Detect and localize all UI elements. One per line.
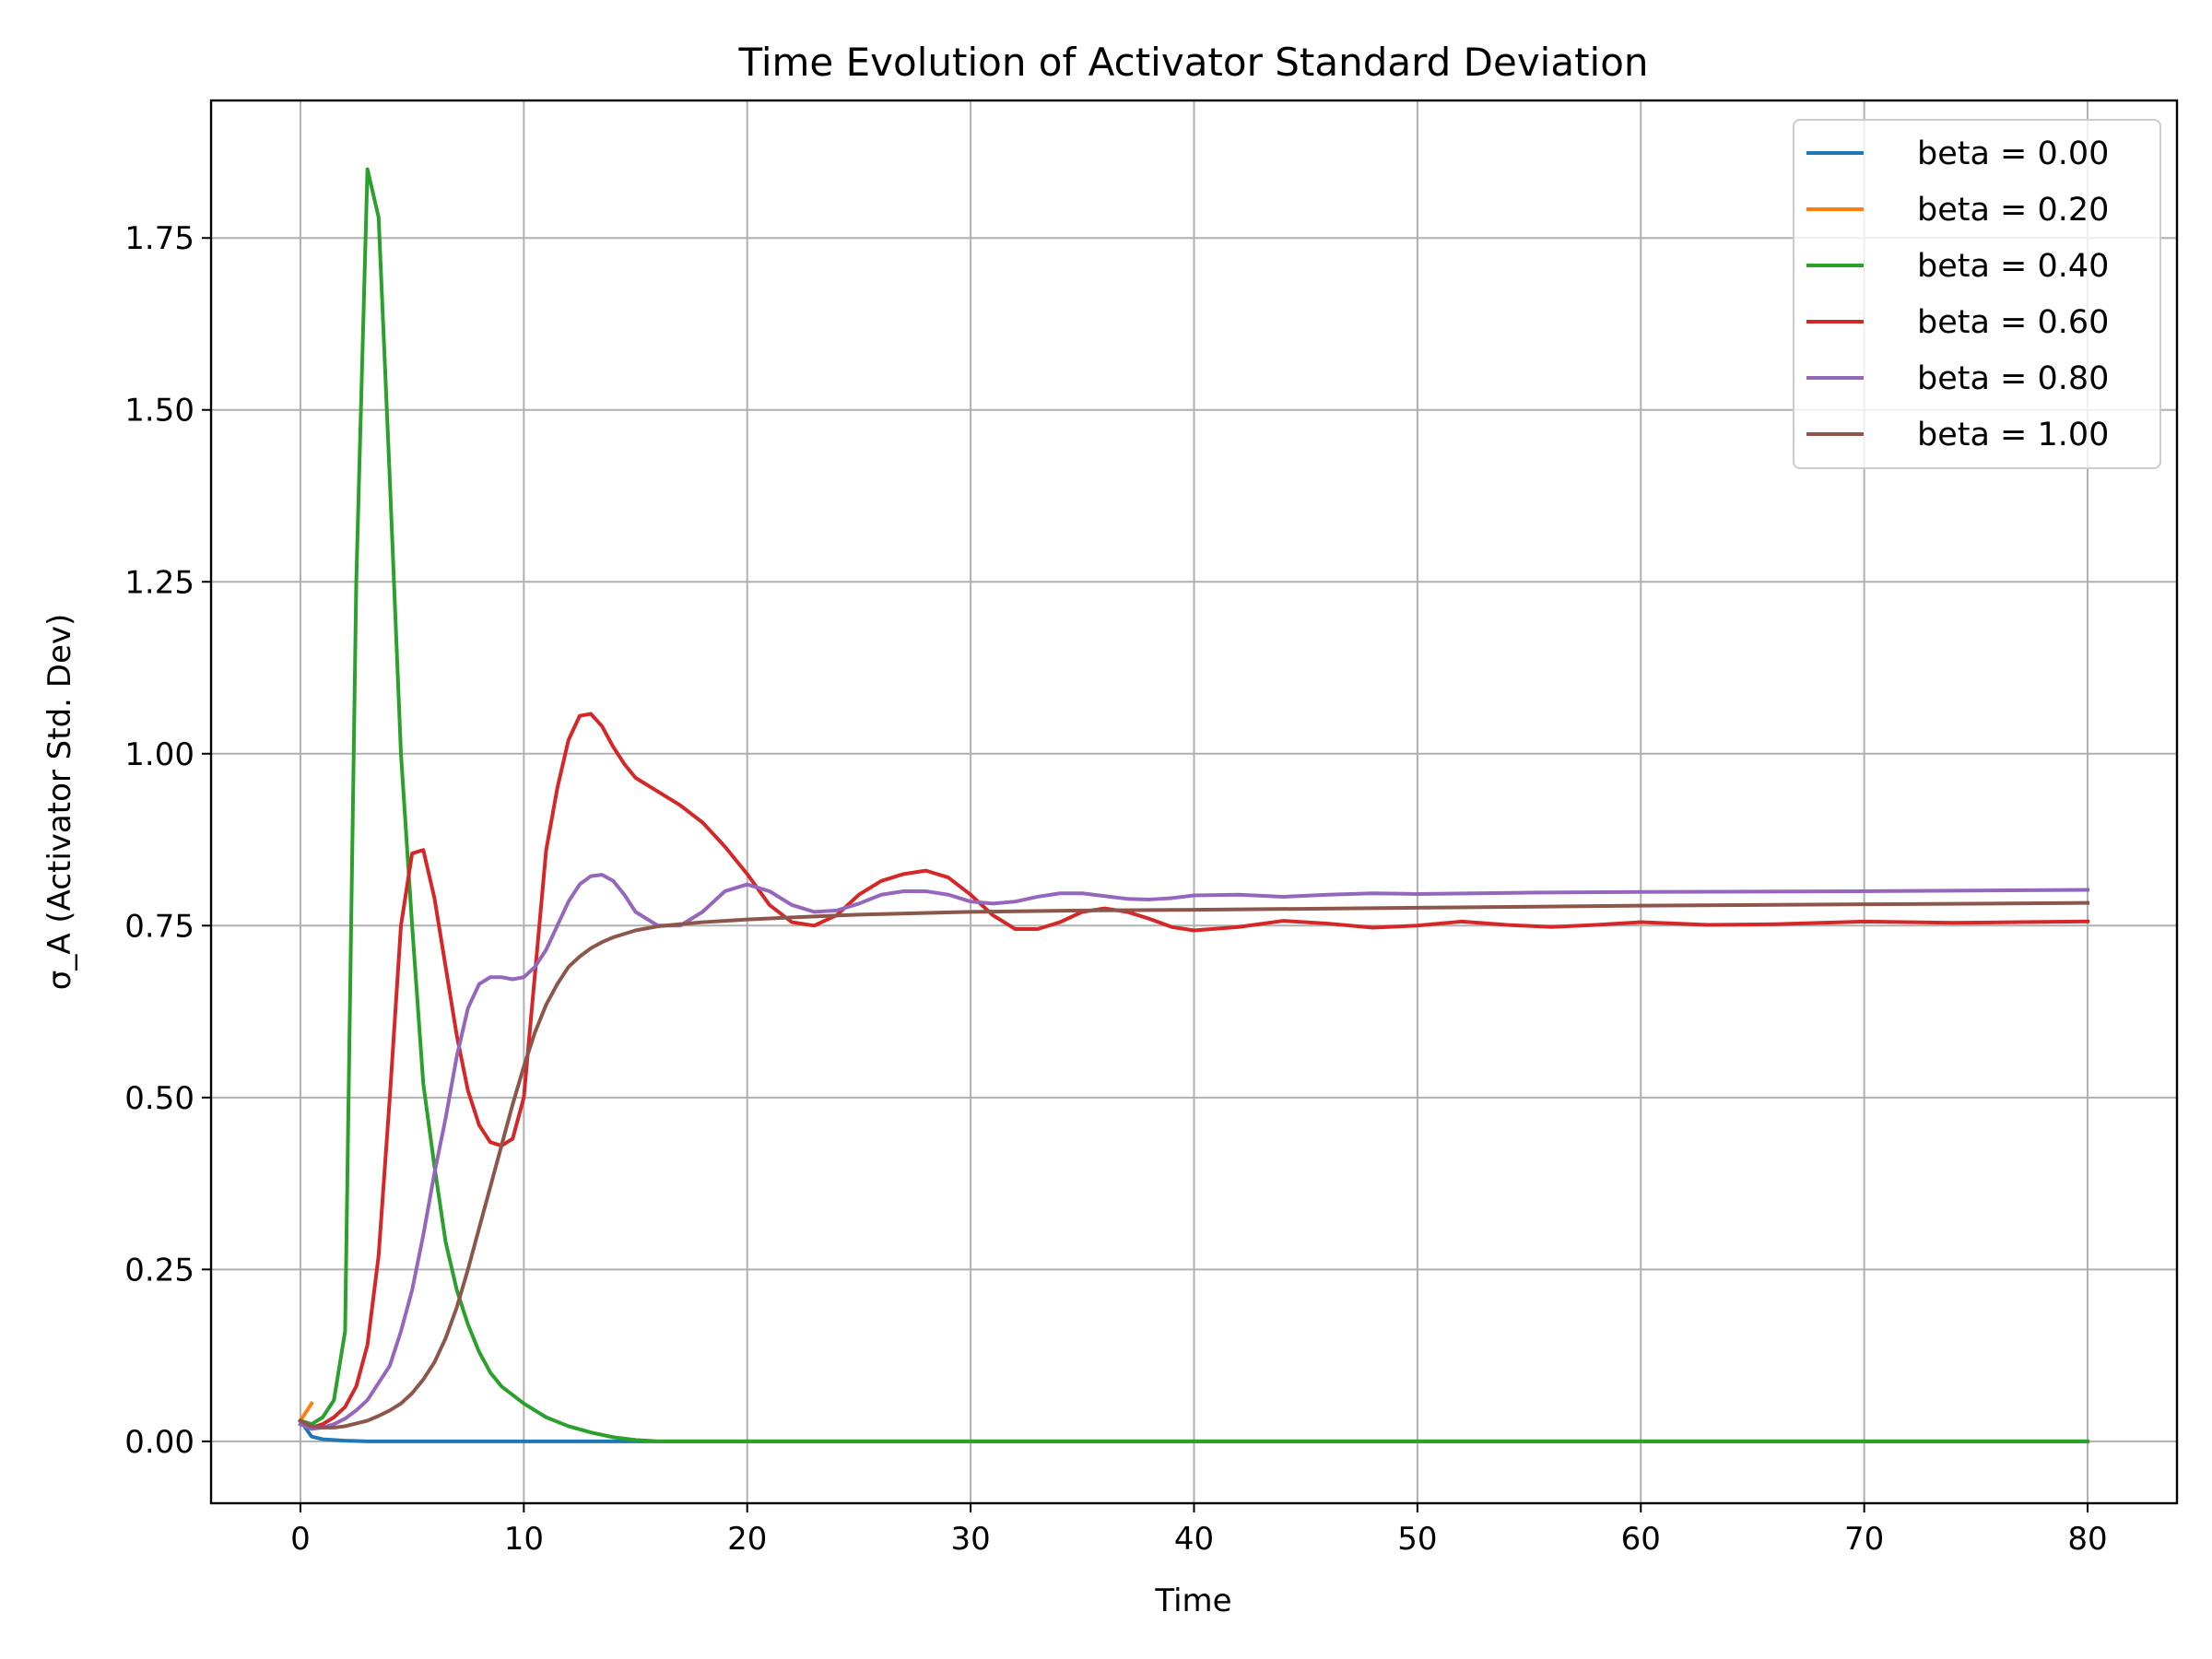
y-tick-label: 0.75 [124,908,194,945]
x-tick-label: 70 [1844,1521,1884,1558]
legend-box [1793,119,2161,469]
y-tick-label: 0.00 [124,1424,194,1461]
x-tick-label: 0 [290,1521,311,1558]
legend: beta = 0.00 beta = 0.20 beta = 0.40 beta = … [1793,119,2161,469]
x-tick-label: 10 [504,1521,544,1558]
x-tick-label: 20 [727,1521,767,1558]
legend-label: beta = 0.80 [1917,360,2109,397]
axis-ticks: 0 10 20 30 40 50 60 70 80 0.00 0.25 0.50 0.75 1.00 1.2… [124,220,2107,1558]
x-axis-label: Time [1154,1583,1231,1619]
y-tick-label: 1.75 [124,220,194,257]
legend-label: beta = 0.20 [1917,192,2109,229]
legend-label: beta = 0.40 [1917,248,2109,285]
y-tick-label: 1.25 [124,564,194,601]
series-line-1 [298,1401,314,1424]
x-tick-label: 80 [2067,1521,2107,1558]
y-tick-label: 0.50 [124,1080,194,1117]
y-axis-label: σ_A (Activator Std. Dev) [41,614,78,990]
y-tick-label: 0.25 [124,1252,194,1288]
x-tick-label: 30 [950,1521,990,1558]
legend-label: beta = 0.60 [1917,304,2109,341]
x-tick-label: 60 [1621,1521,1661,1558]
series-line-5 [298,900,2090,1430]
data-series [298,167,2090,1443]
x-tick-label: 50 [1397,1521,1437,1558]
chart-title: Time Evolution of Activator Standard Dev… [737,40,1648,85]
y-tick-label: 1.00 [124,736,194,773]
y-tick-label: 1.50 [124,393,194,429]
legend-label: beta = 1.00 [1917,417,2109,453]
series-line-2 [298,167,2090,1443]
x-tick-label: 40 [1174,1521,1214,1558]
legend-label: beta = 0.00 [1917,135,2109,172]
